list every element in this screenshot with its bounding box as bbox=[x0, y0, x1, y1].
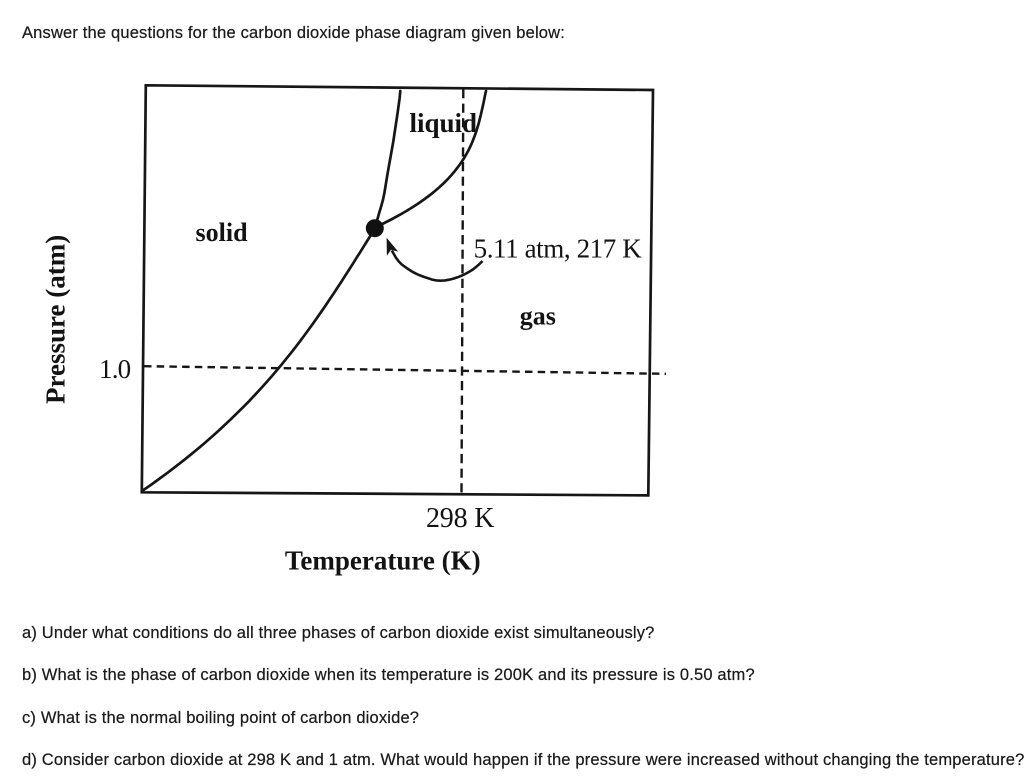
svg-text:gas: gas bbox=[520, 301, 556, 330]
svg-text:298 K: 298 K bbox=[426, 503, 494, 534]
svg-text:Pressure (atm): Pressure (atm) bbox=[41, 235, 71, 404]
svg-text:1.0: 1.0 bbox=[99, 354, 131, 384]
svg-text:liquid: liquid bbox=[410, 108, 478, 138]
svg-text:solid: solid bbox=[196, 218, 249, 247]
svg-text:5.11 atm, 217 K: 5.11 atm, 217 K bbox=[474, 233, 643, 263]
svg-text:Temperature (K): Temperature (K) bbox=[285, 546, 481, 576]
